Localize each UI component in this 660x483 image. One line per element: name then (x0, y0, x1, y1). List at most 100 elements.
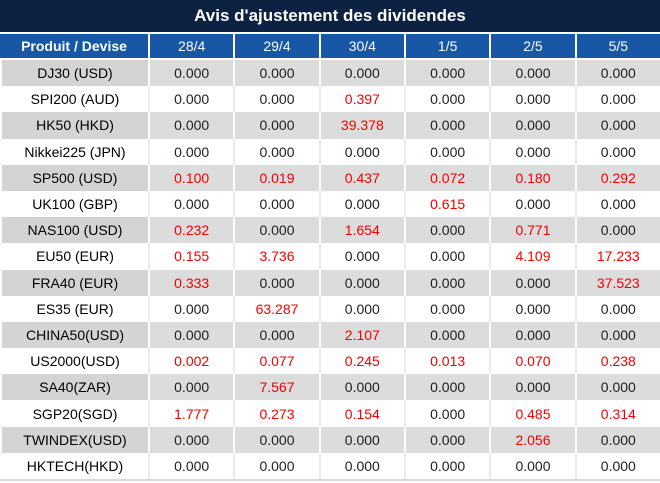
value-cell: 7.567 (233, 374, 319, 401)
table-row: CHINA50(USD) 0.000 0.000 2.107 0.000 0.0… (0, 321, 660, 349)
table-body: DJ30 (USD) 0.000 0.000 0.000 0.000 0.000… (0, 60, 660, 481)
value-cell: 0.000 (148, 190, 233, 218)
product-cell: SA40(ZAR) (0, 374, 148, 401)
value-cell: 0.273 (233, 400, 318, 427)
value-cell: 0.000 (318, 269, 404, 296)
value-cell: 0.000 (574, 374, 660, 401)
value-cell: 0.002 (148, 348, 233, 375)
table-header-row: Produit / Devise 28/4 29/4 30/4 1/5 2/5 … (0, 34, 660, 60)
product-cell: CHINA50(USD) (0, 321, 148, 349)
value-cell: 0.000 (403, 321, 490, 349)
value-cell: 0.000 (233, 138, 318, 165)
value-cell: 0.292 (574, 164, 660, 191)
value-cell: 0.000 (403, 60, 490, 87)
value-cell: 0.000 (148, 374, 234, 401)
value-cell: 0.180 (489, 164, 575, 191)
value-cell: 0.000 (403, 138, 489, 165)
value-cell: 0.000 (489, 112, 575, 139)
value-cell: 0.000 (148, 452, 233, 479)
value-cell: 0.000 (489, 190, 574, 218)
value-cell: 0.154 (318, 400, 404, 427)
value-cell: 0.155 (148, 243, 233, 270)
value-cell: 0.000 (489, 295, 574, 322)
value-cell: 0.000 (318, 243, 404, 270)
product-cell: HKTECH(HKD) (0, 452, 148, 479)
header-cell-date-30-4: 30/4 (318, 34, 404, 58)
value-cell: 2.056 (489, 426, 575, 453)
value-cell: 0.000 (233, 321, 319, 349)
value-cell: 0.485 (489, 400, 574, 427)
table-title-bar: Avis d'ajustement des dividendes (0, 0, 660, 34)
value-cell: 0.000 (148, 112, 234, 139)
table-row: SPI200 (AUD) 0.000 0.000 0.397 0.000 0.0… (0, 86, 660, 113)
product-cell: FRA40 (EUR) (0, 269, 148, 296)
value-cell: 0.000 (574, 452, 660, 479)
header-cell-date-5-5: 5/5 (574, 34, 660, 58)
header-cell-date-2-5: 2/5 (489, 34, 574, 58)
value-cell: 0.000 (403, 400, 489, 427)
value-cell: 0.000 (148, 60, 234, 87)
value-cell: 4.109 (489, 243, 574, 270)
product-cell: DJ30 (USD) (0, 60, 148, 87)
value-cell: 0.000 (148, 426, 234, 453)
header-cell-date-1-5: 1/5 (403, 34, 489, 58)
header-cell-date-28-4: 28/4 (148, 34, 233, 58)
product-cell: NAS100 (USD) (0, 217, 148, 244)
product-cell: ES35 (EUR) (0, 295, 148, 322)
value-cell: 0.000 (489, 452, 574, 479)
value-cell: 0.000 (489, 60, 575, 87)
value-cell: 0.000 (148, 86, 233, 113)
table-row: Nikkei225 (JPN) 0.000 0.000 0.000 0.000 … (0, 138, 660, 165)
value-cell: 0.000 (403, 217, 490, 244)
table-row: TWINDEX(USD) 0.000 0.000 0.000 0.000 2.0… (0, 426, 660, 453)
value-cell: 0.000 (233, 217, 319, 244)
value-cell: 37.523 (574, 269, 660, 296)
value-cell: 0.000 (574, 60, 660, 87)
table-row: EU50 (EUR) 0.155 3.736 0.000 0.000 4.109… (0, 243, 660, 270)
value-cell: 63.287 (233, 295, 318, 322)
product-cell: EU50 (EUR) (0, 243, 148, 270)
value-cell: 0.000 (233, 86, 318, 113)
value-cell: 0.000 (148, 295, 233, 322)
value-cell: 0.000 (403, 452, 489, 479)
value-cell: 0.397 (318, 86, 404, 113)
table-row: US2000(USD) 0.002 0.077 0.245 0.013 0.07… (0, 348, 660, 375)
value-cell: 0.000 (318, 374, 404, 401)
value-cell: 0.000 (489, 374, 575, 401)
value-cell: 0.000 (574, 321, 660, 349)
value-cell: 0.000 (403, 374, 490, 401)
value-cell: 0.000 (574, 217, 660, 244)
value-cell: 0.100 (148, 164, 234, 191)
value-cell: 0.000 (318, 60, 404, 87)
value-cell: 0.000 (403, 295, 489, 322)
value-cell: 1.777 (148, 400, 233, 427)
value-cell: 0.000 (233, 190, 318, 218)
value-cell: 17.233 (574, 243, 660, 270)
product-cell: UK100 (GBP) (0, 190, 148, 218)
value-cell: 0.000 (489, 86, 574, 113)
value-cell: 0.000 (403, 112, 490, 139)
table-row: NAS100 (USD) 0.232 0.000 1.654 0.000 0.7… (0, 217, 660, 244)
value-cell: 0.000 (574, 86, 660, 113)
table-row: DJ30 (USD) 0.000 0.000 0.000 0.000 0.000… (0, 60, 660, 87)
value-cell: 0.000 (233, 60, 319, 87)
page-title: Avis d'ajustement des dividendes (194, 6, 466, 25)
value-cell: 0.000 (318, 190, 404, 218)
value-cell: 0.000 (574, 295, 660, 322)
value-cell: 0.000 (489, 321, 575, 349)
value-cell: 0.000 (233, 426, 319, 453)
table-row: SA40(ZAR) 0.000 7.567 0.000 0.000 0.000 … (0, 374, 660, 401)
table-row: SGP20(SGD) 1.777 0.273 0.154 0.000 0.485… (0, 400, 660, 427)
value-cell: 0.000 (403, 86, 489, 113)
value-cell: 3.736 (233, 243, 318, 270)
table-row: SP500 (USD) 0.100 0.019 0.437 0.072 0.18… (0, 164, 660, 191)
value-cell: 0.771 (489, 217, 575, 244)
product-cell: SP500 (USD) (0, 164, 148, 191)
table-row: ES35 (EUR) 0.000 63.287 0.000 0.000 0.00… (0, 295, 660, 322)
value-cell: 0.000 (318, 295, 404, 322)
value-cell: 0.000 (318, 138, 404, 165)
value-cell: 0.000 (574, 426, 660, 453)
product-cell: SPI200 (AUD) (0, 86, 148, 113)
value-cell: 0.000 (318, 426, 404, 453)
